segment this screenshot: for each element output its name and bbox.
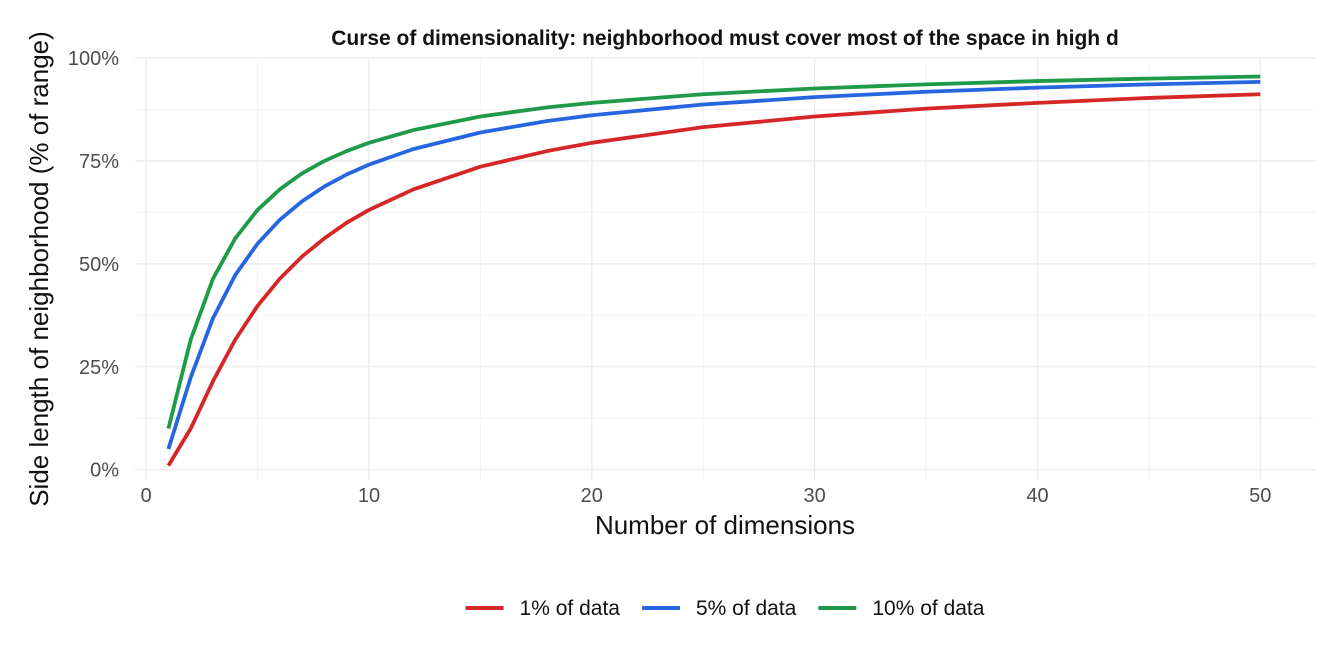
- x-tick-label: 40: [1026, 485, 1048, 507]
- x-tick-label: 0: [141, 485, 152, 507]
- y-tick-label: 75%: [79, 151, 119, 173]
- legend-label-3: 10% of data: [872, 597, 984, 620]
- x-axis-title: Number of dimensions: [595, 510, 855, 540]
- legend: 1% of data 5% of data 10% of data: [465, 597, 985, 620]
- y-tick-label: 25%: [79, 357, 119, 379]
- grid: [135, 57, 1316, 480]
- x-tick-label: 30: [804, 485, 826, 507]
- tick-labels: 0 10 20 30 40 50 0% 25% 50% 75% 100%: [68, 48, 1272, 507]
- y-axis-title: Side length of neighborhood (% of range): [24, 31, 54, 507]
- legend-label-1: 1% of data: [520, 597, 621, 620]
- x-tick-label: 10: [358, 485, 380, 507]
- x-tick-label: 20: [581, 485, 603, 507]
- series-line-1: [166, 92, 1261, 467]
- chart-title: Curse of dimensionality: neighborhood mu…: [331, 27, 1119, 50]
- y-tick-label: 0%: [90, 460, 119, 482]
- y-tick-label: 100%: [68, 48, 119, 70]
- y-tick-label: 50%: [79, 254, 119, 276]
- legend-label-2: 5% of data: [696, 597, 797, 620]
- series-line-3: [166, 74, 1261, 430]
- x-tick-label: 50: [1249, 485, 1271, 507]
- series-line-2: [166, 79, 1261, 450]
- series-lines: [166, 74, 1261, 467]
